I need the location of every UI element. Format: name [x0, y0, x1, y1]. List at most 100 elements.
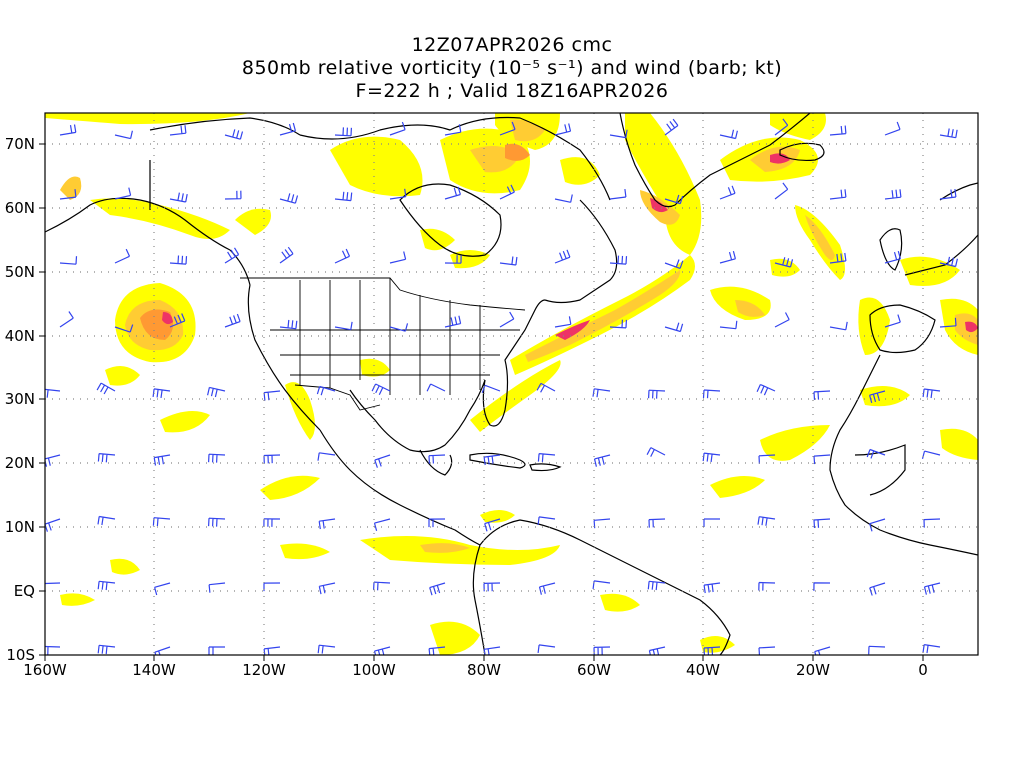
wind-barb [537, 516, 556, 525]
wind-barb [703, 646, 721, 655]
wind-barb [389, 121, 406, 136]
coastline-us-west [247, 284, 321, 431]
wind-barb [114, 187, 132, 200]
wind-barb [224, 129, 244, 140]
wind-barb [592, 580, 611, 589]
wind-barb [153, 454, 171, 466]
wind-barb [97, 644, 116, 655]
wind-barb [869, 582, 886, 596]
vort-contour [470, 360, 561, 432]
vort-contour [805, 215, 835, 260]
vort-contour [770, 113, 826, 140]
wind-barb [114, 248, 131, 264]
coastline-south-america [479, 519, 731, 655]
wind-barb [664, 194, 684, 205]
wind-barb [538, 582, 556, 595]
wind-barb [374, 454, 391, 468]
coastline-europe [904, 234, 978, 276]
vort-contour [625, 113, 702, 255]
vort-contour [60, 176, 82, 200]
coastline-scandinavia [939, 182, 978, 201]
lat-label: EQ [14, 582, 35, 600]
wind-barb [537, 644, 556, 653]
title-line-1: 12Z07APR2026 cmc [411, 34, 613, 56]
coastline-sa-west [472, 544, 486, 655]
border-us-mexico [294, 384, 381, 411]
wind-barb [869, 390, 886, 404]
wind-barb [939, 317, 957, 328]
wind-barb [316, 385, 336, 396]
wind-barb [208, 646, 225, 655]
coastline-canada-arctic [299, 116, 611, 201]
wind-barb [318, 582, 336, 595]
wind-barb [208, 582, 226, 593]
lon-label: 80W [467, 661, 501, 679]
vort-contour [45, 113, 250, 125]
wind-barb [609, 255, 628, 265]
wind-barb [829, 189, 847, 200]
wind-barb [866, 448, 886, 459]
wind-barb [114, 130, 133, 140]
wind-barb [884, 314, 901, 328]
vort-contour [560, 157, 600, 185]
vort-contour [760, 425, 830, 461]
wind-barb [45, 582, 61, 585]
wind-barb [152, 388, 171, 398]
wind-barb [154, 582, 171, 596]
wind-barb [719, 129, 738, 140]
vort-contour [600, 593, 640, 612]
wind-barb [97, 515, 116, 526]
wind-barb [97, 580, 116, 591]
wind-barb [939, 189, 957, 200]
coastline-yucatan [419, 449, 453, 476]
wind-barb [484, 518, 501, 532]
coastline-gulf [349, 379, 486, 453]
wind-barb [664, 259, 684, 269]
tick-marks [39, 143, 924, 661]
graticule [45, 113, 978, 655]
wind-barb [593, 518, 611, 529]
wind-barb [758, 581, 776, 591]
wind-barb [609, 189, 627, 200]
vort-contour [710, 476, 765, 498]
wind-barb [719, 320, 738, 330]
wind-barb [444, 315, 462, 328]
vorticity-field [45, 113, 978, 655]
wind-barb [224, 190, 242, 200]
wind-barb [868, 645, 886, 655]
wind-barb [334, 191, 353, 202]
wind-barb [263, 518, 281, 527]
vort-contour [110, 558, 140, 575]
coastlines [45, 113, 978, 655]
wind-barb [646, 447, 666, 457]
vort-contour [770, 153, 790, 164]
vort-contour [280, 543, 330, 560]
wind-barb [444, 255, 462, 264]
wind-barb [554, 194, 573, 203]
vort-contour [480, 510, 515, 523]
coastline-uk [879, 228, 903, 271]
wind-barb [813, 390, 831, 400]
wind-barb [593, 646, 611, 655]
wind-barb [59, 256, 78, 265]
wind-barb [483, 646, 501, 655]
vort-contour [430, 621, 480, 655]
wind-barb [554, 123, 572, 136]
wind-barb [169, 125, 187, 136]
wind-barb [373, 581, 391, 591]
wind-barb [317, 452, 336, 461]
wind-barb [483, 454, 501, 466]
wind-barb [537, 453, 556, 462]
lon-label: 40W [686, 661, 720, 679]
coastline-hispaniola [529, 463, 562, 472]
vort-contour [860, 386, 910, 407]
vort-contour [235, 208, 271, 235]
wind-barb [279, 319, 298, 330]
wind-barb [884, 121, 901, 136]
lat-axis-labels: 70N 60N 50N 40N 30N 20N 10N EQ 10S [5, 135, 35, 664]
vort-contour [770, 258, 800, 277]
wind-barb [592, 388, 611, 398]
coastline-cuba [469, 452, 526, 469]
coastline-africa [829, 354, 978, 556]
